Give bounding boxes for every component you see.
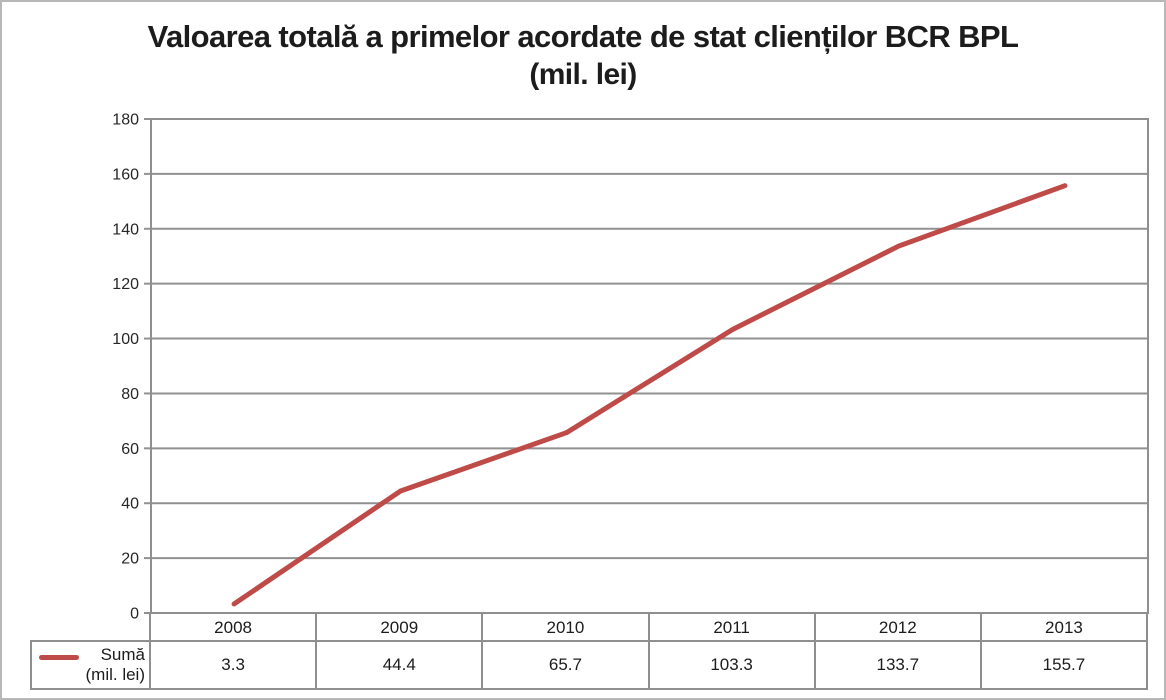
value-cell: 44.4 bbox=[315, 642, 481, 688]
chart-title-line2: (mil. lei) bbox=[529, 58, 637, 91]
y-axis-tick-label: 80 bbox=[121, 386, 139, 403]
y-axis-tick-label: 0 bbox=[130, 606, 139, 623]
legend-cell: Sumă (mil. lei) bbox=[30, 640, 151, 690]
y-axis-tick-label: 20 bbox=[121, 551, 139, 568]
y-axis-tick-label: 120 bbox=[112, 276, 139, 293]
year-header-cell: 2013 bbox=[979, 614, 1146, 642]
year-header-cell: 2010 bbox=[481, 614, 647, 642]
chart-title-line1: Valoarea totală a primelor acordate de s… bbox=[147, 19, 1019, 54]
year-header-cell: 2008 bbox=[214, 618, 252, 637]
legend-label: Sumă (mil. lei) bbox=[86, 645, 146, 685]
value-cell: 155.7 bbox=[979, 642, 1146, 688]
y-axis-tick-label: 40 bbox=[121, 496, 139, 513]
series-line-swatch bbox=[38, 654, 79, 660]
value-cell: 3.3 bbox=[221, 655, 245, 674]
legend-label-line2: (mil. lei) bbox=[85, 665, 146, 684]
chart-title: Valoarea totală a primelor acordate de s… bbox=[2, 18, 1164, 93]
y-axis-tick-label: 140 bbox=[112, 221, 139, 238]
legend-label-line1: Sumă bbox=[100, 645, 145, 664]
year-header-cell: 2011 bbox=[647, 614, 814, 642]
value-cell: 133.7 bbox=[813, 642, 980, 688]
y-axis-tick-label: 180 bbox=[112, 112, 139, 129]
y-axis-tick-label: 160 bbox=[112, 166, 139, 183]
plot-area-border bbox=[150, 118, 1149, 614]
year-header-cell: 2012 bbox=[813, 614, 980, 642]
y-axis-tick-label: 100 bbox=[112, 331, 139, 348]
x-axis-year-header-row: 2008 2009 2010 2011 2012 2013 bbox=[149, 612, 1148, 642]
data-table-values-row: 3.3 44.4 65.7 103.3 133.7 155.7 bbox=[149, 640, 1148, 690]
value-cell: 103.3 bbox=[647, 642, 814, 688]
series-line-suma bbox=[231, 183, 1068, 607]
y-axis-tick-label: 60 bbox=[121, 441, 139, 458]
year-header-cell: 2009 bbox=[315, 614, 481, 642]
value-cell: 65.7 bbox=[481, 642, 647, 688]
